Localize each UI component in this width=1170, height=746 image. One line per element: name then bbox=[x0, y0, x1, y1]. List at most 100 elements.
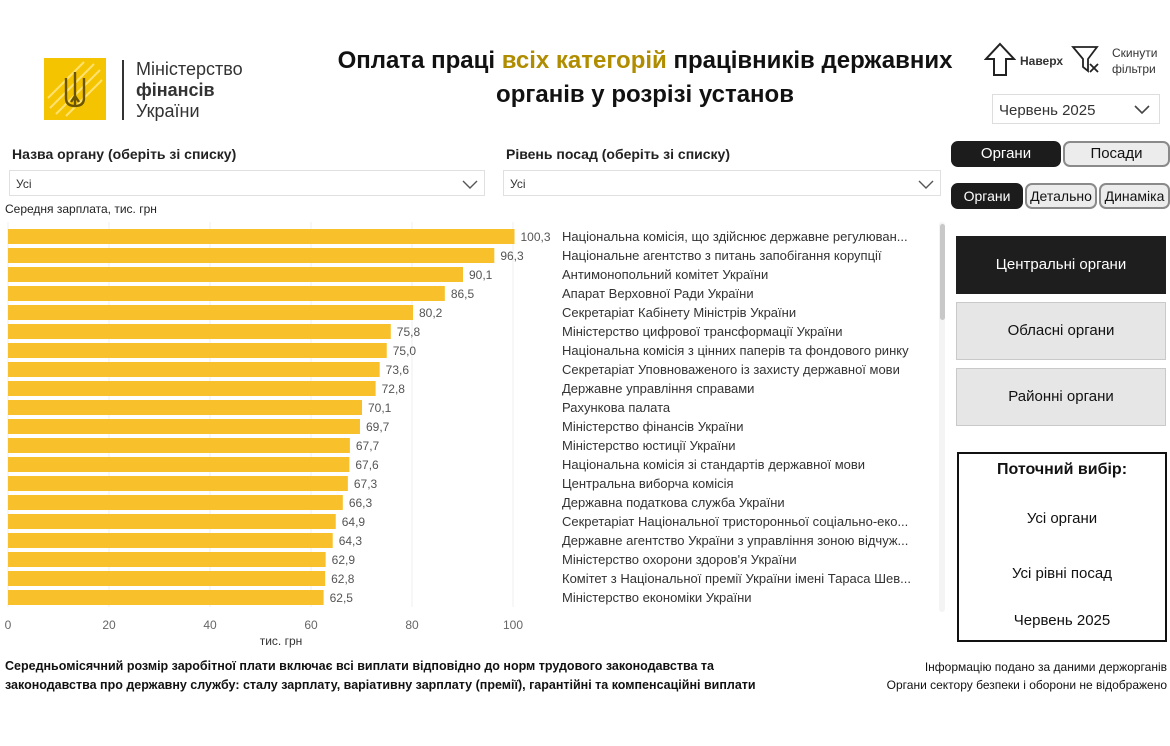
x-tick-label: 100 bbox=[503, 618, 523, 632]
x-tick-label: 0 bbox=[5, 618, 12, 632]
title-part-a: Оплата праці bbox=[337, 47, 502, 74]
x-tick-label: 60 bbox=[304, 618, 318, 632]
category-label: Державна податкова служба України bbox=[562, 495, 785, 510]
bar bbox=[8, 400, 363, 415]
bar bbox=[8, 343, 387, 358]
tab-positions[interactable]: Посади bbox=[1063, 141, 1170, 167]
category-label: Державне агентство України з управління … bbox=[562, 533, 908, 548]
category-label: Міністерство економіки України bbox=[562, 590, 752, 605]
bar bbox=[8, 419, 360, 434]
level-filter-value: Усі bbox=[510, 177, 526, 191]
organ-filter-dropdown[interactable]: Усі bbox=[9, 170, 485, 196]
current-selection-header: Поточний вибір: bbox=[996, 461, 1128, 478]
chevron-down-icon bbox=[1134, 105, 1150, 115]
bar-value-label: 62,5 bbox=[330, 591, 354, 605]
category-label: Рахункова палата bbox=[562, 400, 671, 415]
chart-scrollbar-track[interactable] bbox=[939, 222, 945, 612]
category-label: Національне агентство з питань запобіган… bbox=[562, 248, 882, 263]
salary-bar-chart: 100,3 Національна комісія, що здійснює де… bbox=[5, 222, 911, 648]
footnote-line-1: Середньомісячний розмір заробітної плати… bbox=[5, 659, 714, 673]
bar-value-label: 73,6 bbox=[386, 363, 410, 377]
bar-value-label: 67,6 bbox=[355, 458, 379, 472]
arrow-up-icon bbox=[984, 42, 1016, 76]
filter-clear-icon bbox=[1071, 46, 1099, 73]
current-selection-month: Червень 2025 bbox=[1013, 612, 1111, 629]
data-source-note: Інформацію подано за даними держорганів … bbox=[830, 658, 1167, 694]
logo-text: Міністерство фінансів України bbox=[136, 59, 243, 122]
bar-value-label: 66,3 bbox=[349, 496, 373, 510]
current-selection-organs: Усі органи bbox=[1026, 510, 1098, 527]
level-filter-dropdown[interactable]: Усі bbox=[503, 170, 941, 196]
bar-value-label: 75,0 bbox=[393, 344, 417, 358]
current-selection-panel: Поточний вибір: Усі органи Усі рівні пос… bbox=[957, 452, 1167, 642]
bar bbox=[8, 457, 350, 472]
level-regional-button[interactable]: Обласні органи bbox=[956, 302, 1166, 360]
bar bbox=[8, 533, 333, 548]
bar bbox=[8, 248, 495, 263]
bar-value-label: 70,1 bbox=[368, 401, 392, 415]
bar-value-label: 80,2 bbox=[419, 306, 443, 320]
bar-value-label: 62,8 bbox=[331, 572, 355, 586]
bar-value-label: 75,8 bbox=[397, 325, 421, 339]
category-label: Секретаріат Національної тристоронньої с… bbox=[562, 514, 908, 529]
bar-value-label: 62,9 bbox=[332, 553, 356, 567]
footnote-line-2: законодавства про державну службу: сталу… bbox=[5, 678, 756, 692]
month-select-value: Червень 2025 bbox=[999, 102, 1096, 119]
x-tick-label: 80 bbox=[405, 618, 419, 632]
level-district-button[interactable]: Районні органи bbox=[956, 368, 1166, 426]
reset-filters-label: Скинути фільтри bbox=[1112, 45, 1157, 77]
view-tab-detailed[interactable]: Детально bbox=[1025, 183, 1097, 209]
reset-label-line-2: фільтри bbox=[1112, 62, 1156, 76]
reset-label-line-1: Скинути bbox=[1112, 46, 1158, 60]
tab-organs[interactable]: Органи bbox=[951, 141, 1061, 167]
bar bbox=[8, 552, 326, 567]
bar bbox=[8, 438, 350, 453]
bar-value-label: 64,3 bbox=[339, 534, 363, 548]
bar bbox=[8, 286, 445, 301]
view-tab-dynamics[interactable]: Динаміка bbox=[1099, 183, 1170, 209]
x-tick-label: 40 bbox=[203, 618, 217, 632]
bar bbox=[8, 324, 391, 339]
reset-filters-button[interactable]: Скинути фільтри bbox=[1070, 42, 1170, 82]
level-central-button[interactable]: Центральні органи bbox=[956, 236, 1166, 294]
title-part-c: працівників державних bbox=[666, 47, 953, 74]
trident-emblem-icon bbox=[44, 58, 106, 120]
category-label: Секретаріат Уповноваженого із захисту де… bbox=[562, 362, 900, 377]
source-line-2: Органи сектору безпеки і оборони не відо… bbox=[886, 678, 1167, 692]
methodology-footnote: Середньомісячний розмір заробітної плати… bbox=[5, 657, 805, 695]
category-label: Міністерство юстиції України bbox=[562, 438, 736, 453]
category-label: Міністерство фінансів України bbox=[562, 419, 744, 434]
bar bbox=[8, 495, 343, 510]
x-tick-label: 20 bbox=[102, 618, 116, 632]
logo-line-2: фінансів bbox=[136, 80, 215, 100]
category-label: Державне управління справами bbox=[562, 381, 754, 396]
organ-filter-value: Усі bbox=[16, 177, 32, 191]
bar bbox=[8, 305, 414, 320]
chart-subtitle: Середня зарплата, тис. грн bbox=[5, 202, 157, 216]
month-select[interactable]: Червень 2025 bbox=[992, 94, 1160, 124]
logo-line-3: України bbox=[136, 101, 200, 121]
bar-value-label: 90,1 bbox=[469, 268, 493, 282]
category-label: Антимонопольний комітет України bbox=[562, 267, 768, 282]
category-label: Секретаріат Кабінету Міністрів України bbox=[562, 305, 796, 320]
bar bbox=[8, 571, 326, 586]
x-axis-title: тис. грн bbox=[260, 634, 303, 648]
back-to-top-button[interactable]: Наверх bbox=[984, 42, 1064, 78]
category-label: Комітет з Національної премії України ім… bbox=[562, 571, 911, 586]
view-tab-organs[interactable]: Органи bbox=[951, 183, 1023, 209]
category-label: Національна комісія з цінних паперів та … bbox=[562, 343, 909, 358]
category-label: Міністерство цифрової трансформації Укра… bbox=[562, 324, 843, 339]
page-title: Оплата праці всіх категорій працівників … bbox=[300, 44, 990, 112]
category-label: Апарат Верховної Ради України bbox=[562, 286, 754, 301]
bar-value-label: 67,7 bbox=[356, 439, 380, 453]
title-line-2: органів у розрізі установ bbox=[496, 81, 794, 108]
back-to-top-label: Наверх bbox=[1020, 54, 1064, 68]
chevron-down-icon bbox=[462, 180, 478, 189]
logo-divider bbox=[122, 60, 124, 120]
organ-filter-label: Назва органу (оберіть зі списку) bbox=[12, 146, 237, 162]
category-label: Міністерство охорони здоров'я України bbox=[562, 552, 797, 567]
category-label: Національна комісія, що здійснює державн… bbox=[562, 229, 908, 244]
logo-line-1: Міністерство bbox=[136, 59, 243, 79]
bar bbox=[8, 381, 376, 396]
chart-scrollbar-thumb[interactable] bbox=[940, 224, 945, 320]
